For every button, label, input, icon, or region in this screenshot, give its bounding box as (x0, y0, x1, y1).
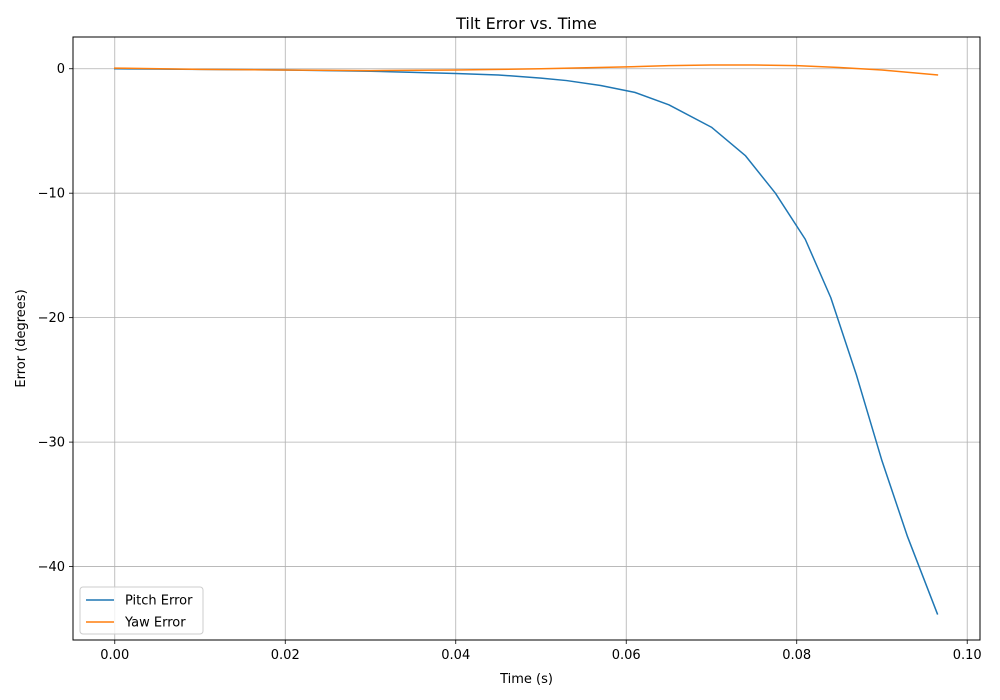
legend-label-yaw-error: Yaw Error (124, 616, 186, 631)
x-axis-ticks: 0.00 0.02 0.04 0.06 0.08 0.10 (100, 640, 982, 663)
y-axis-ticks: 0 −10 −20 −30 −40 (38, 62, 73, 575)
x-tick-label: 0.08 (782, 648, 811, 663)
yaw-error-line (114, 64, 939, 76)
legend-label-pitch-error: Pitch Error (125, 594, 193, 609)
x-tick-label: 0.02 (271, 648, 300, 663)
series-lines (114, 64, 939, 615)
x-tick-label: 0.04 (441, 648, 470, 663)
chart-title: Tilt Error vs. Time (455, 14, 597, 33)
y-tick-label: −30 (38, 436, 65, 451)
y-tick-label: 0 (57, 62, 65, 77)
y-tick-label: −20 (38, 311, 65, 326)
x-tick-label: 0.10 (953, 648, 982, 663)
x-axis-label: Time (s) (499, 672, 553, 687)
y-axis-label: Error (degrees) (14, 289, 29, 387)
plot-area-frame (72, 36, 981, 641)
grid (73, 37, 980, 640)
legend: Pitch Error Yaw Error (79, 586, 204, 635)
y-tick-label: −40 (38, 560, 65, 575)
x-tick-label: 0.06 (612, 648, 641, 663)
pitch-error-line (114, 67, 939, 615)
x-tick-label: 0.00 (100, 648, 129, 663)
y-tick-label: −10 (38, 187, 65, 202)
